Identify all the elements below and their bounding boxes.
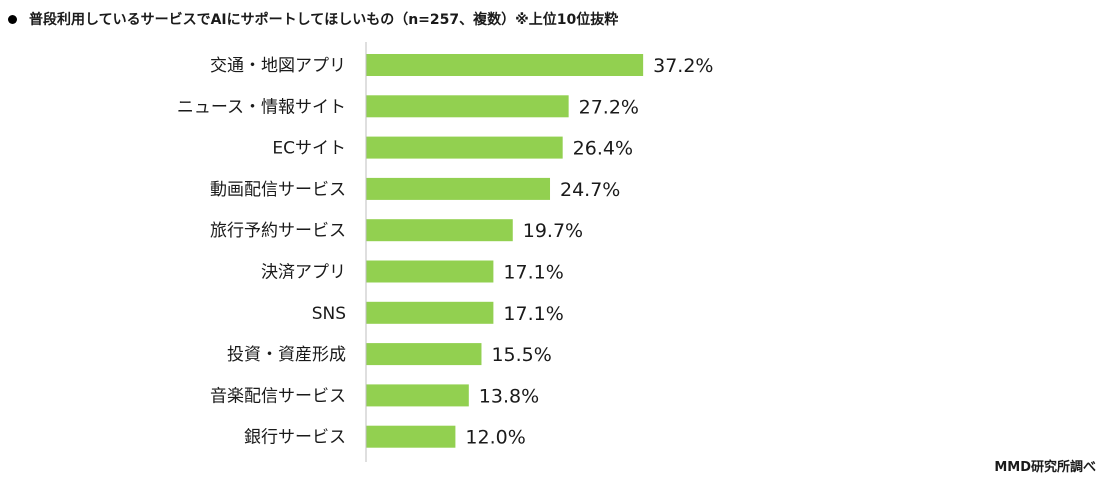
bar (366, 260, 494, 283)
category-label: 動画配信サービス (210, 180, 346, 200)
bar (366, 301, 494, 324)
value-label: 17.1% (503, 262, 563, 284)
category-label: SNS (312, 304, 346, 324)
value-label: 17.1% (503, 303, 563, 325)
chart-title: 普段利用しているサービスでAIにサポートしてほしいもの（n=257、複数）※上位… (29, 12, 619, 28)
category-label: 決済アプリ (261, 263, 346, 283)
value-label: 37.2% (653, 55, 713, 77)
value-label: 19.7% (523, 220, 583, 242)
category-label: 交通・地図アプリ (210, 56, 346, 76)
bar (366, 54, 644, 76)
category-label: 銀行サービス (244, 428, 346, 448)
value-label: 24.7% (560, 179, 620, 201)
value-label: 15.5% (491, 344, 551, 366)
value-label: 12.0% (465, 427, 525, 449)
category-label: ECサイト (272, 139, 346, 159)
bar (366, 136, 563, 159)
bar (366, 384, 469, 407)
bullet-icon (8, 14, 17, 24)
category-label: 音楽配信サービス (210, 386, 346, 406)
chart-title-row: 普段利用しているサービスでAIにサポートしてほしいもの（n=257、複数）※上位… (8, 6, 618, 32)
bar (366, 219, 513, 242)
bar (366, 425, 456, 448)
value-label: 27.2% (579, 96, 639, 118)
category-label: 旅行予約サービス (210, 221, 346, 241)
value-label: 26.4% (573, 138, 633, 160)
bar (366, 177, 551, 200)
category-label: 投資・資産形成 (227, 345, 346, 365)
value-label: 13.8% (479, 385, 539, 407)
category-label: ニュース・情報サイト (177, 97, 346, 117)
bar (366, 95, 569, 118)
source-credit: MMD研究所調べ (994, 460, 1096, 475)
bar (366, 343, 482, 366)
